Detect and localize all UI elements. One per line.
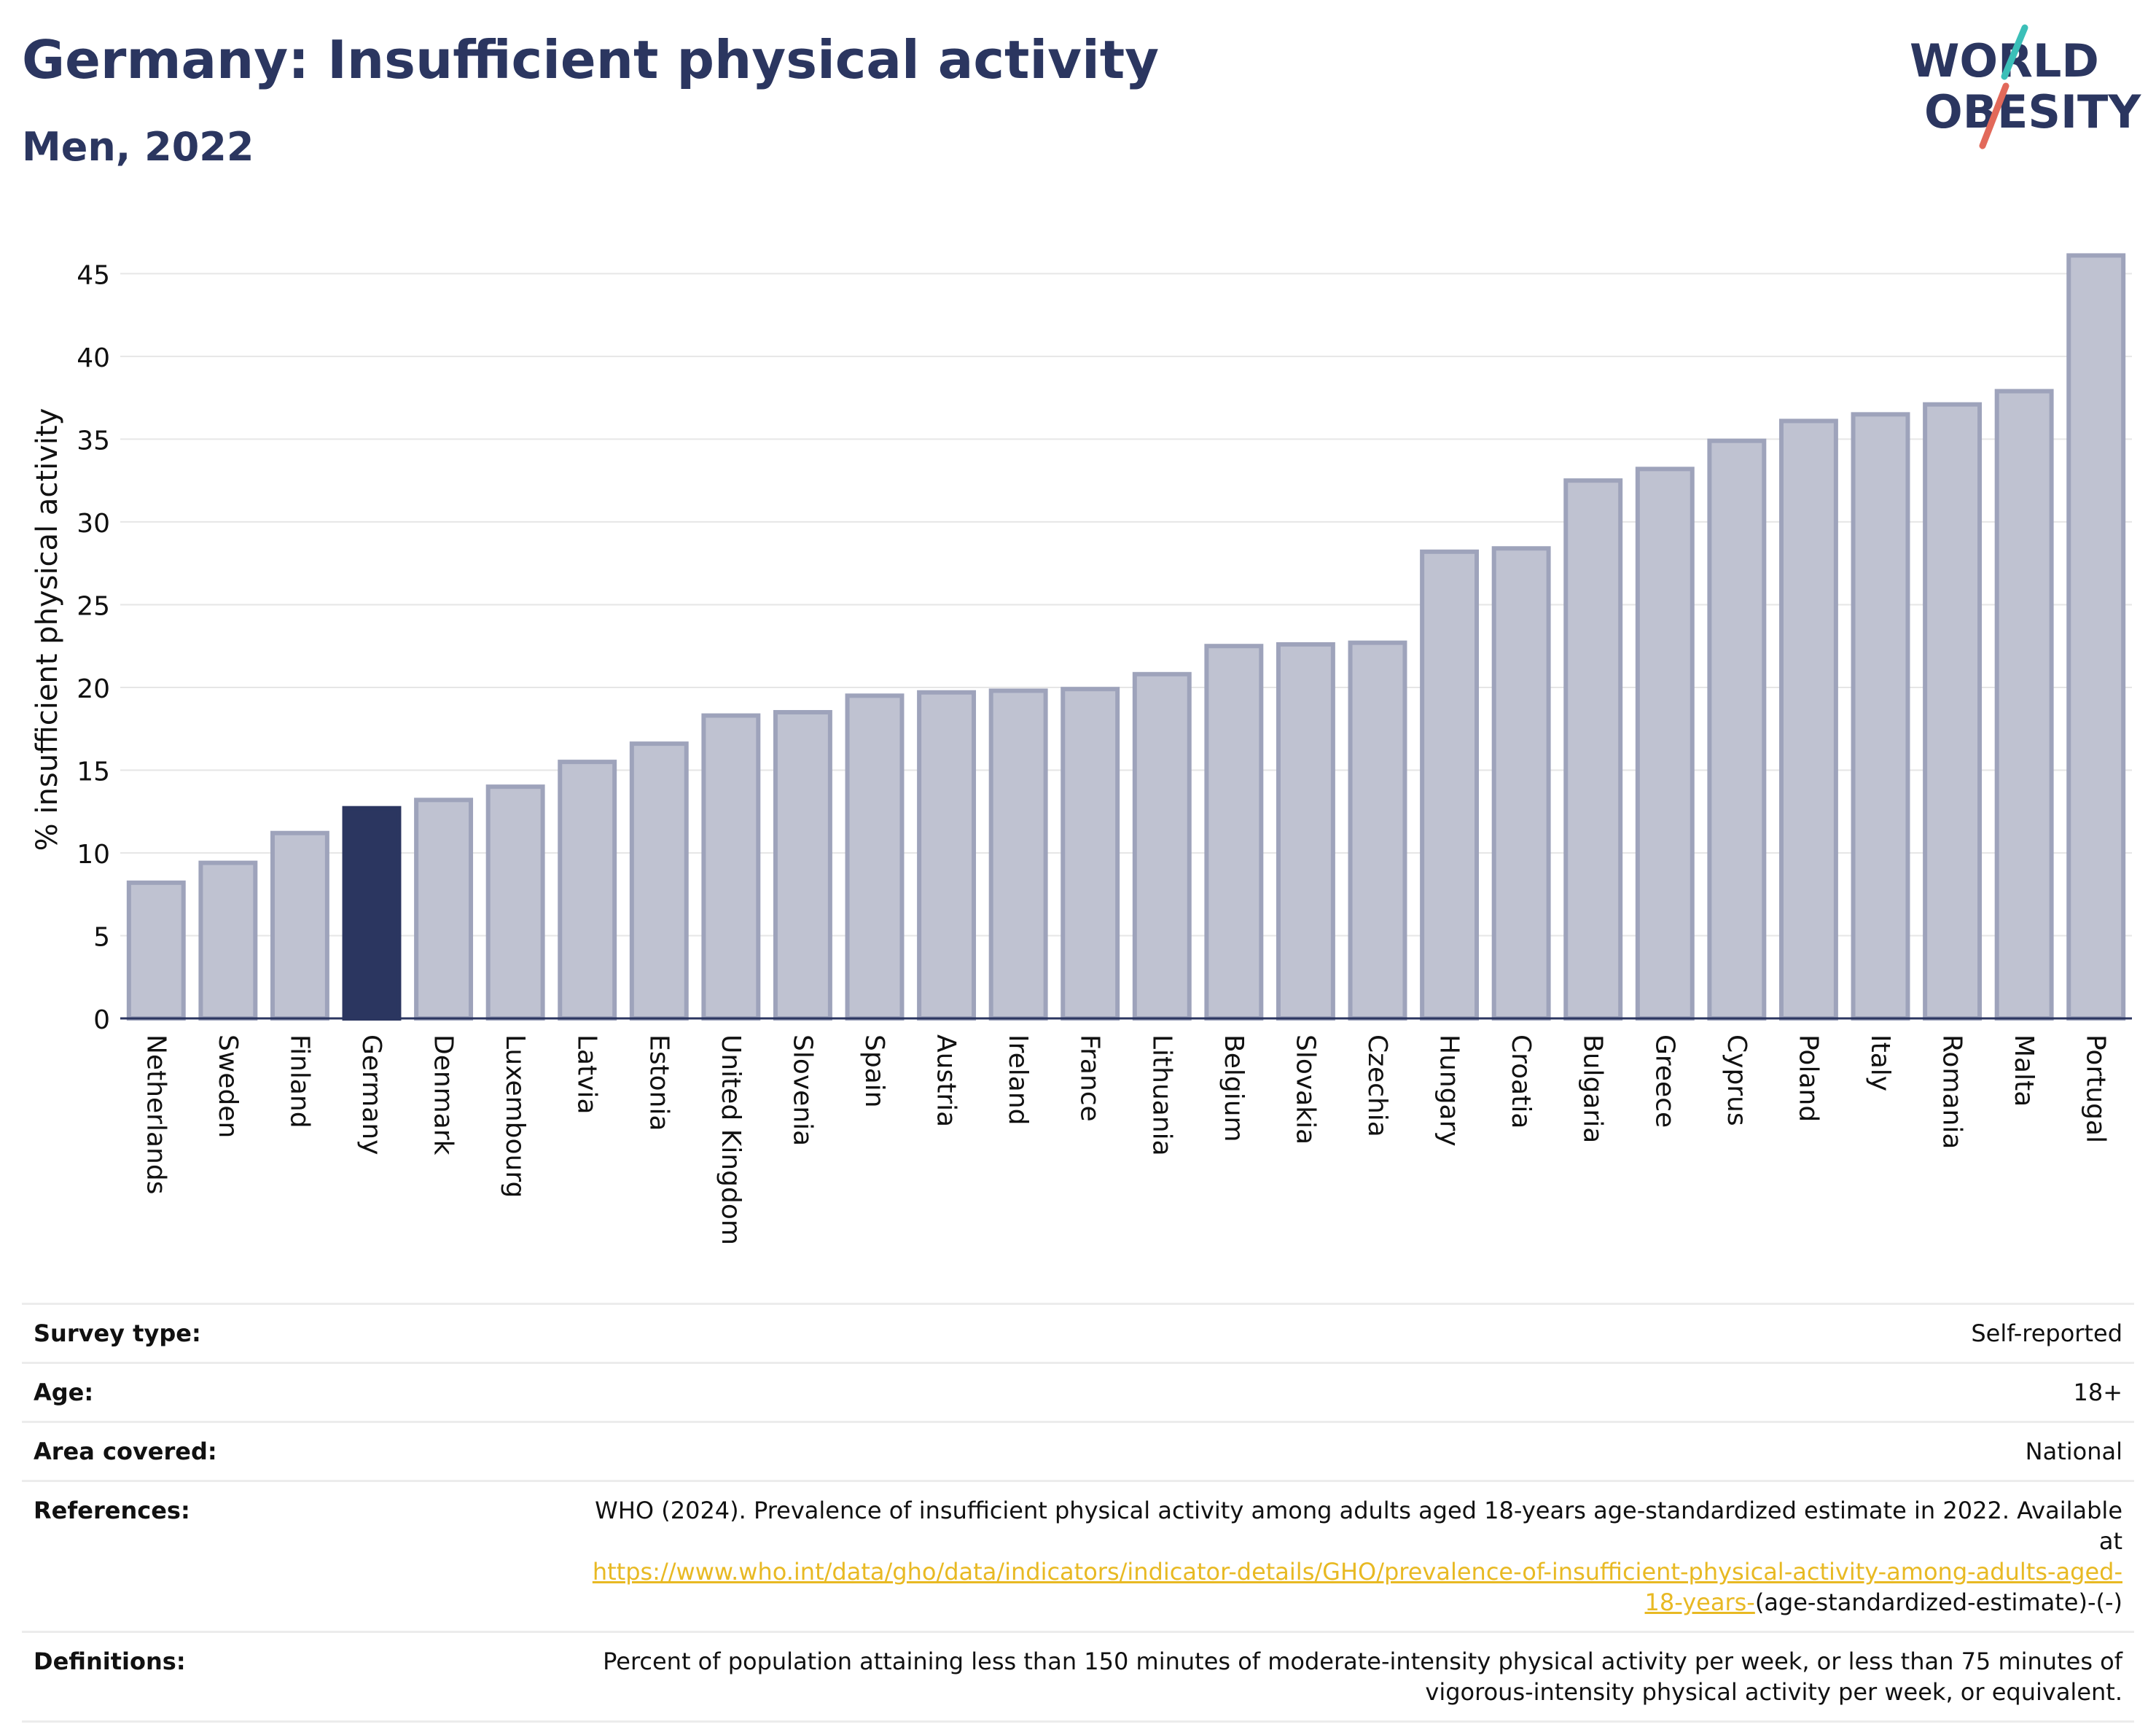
bar-lithuania — [1132, 671, 1192, 1021]
references-link[interactable]: https://www.who.int/data/gho/data/indica… — [592, 1558, 2122, 1616]
bar-bulgaria — [1563, 478, 1623, 1021]
bar-malta — [1994, 389, 2054, 1021]
world-obesity-logo: WORLD OBESITY — [1910, 24, 2141, 149]
bar-luxembourg — [485, 784, 545, 1021]
survey-type-label: Survey type: — [22, 1303, 555, 1363]
x-tick-label: Slovenia — [787, 1034, 817, 1146]
y-axis-label: % insufficient physical activity — [31, 408, 64, 851]
area-covered-row: Area covered: National — [22, 1421, 2134, 1481]
page-subtitle: Men, 2022 — [22, 124, 254, 170]
bar-portugal — [2066, 253, 2126, 1021]
x-tick-label: Luxembourg — [500, 1034, 530, 1198]
x-tick-label: Bulgaria — [1578, 1034, 1608, 1143]
x-tick-label: Poland — [1793, 1034, 1823, 1122]
y-tick-label: 5 — [93, 922, 110, 952]
bar-czechia — [1348, 640, 1407, 1021]
references-value: WHO (2024). Prevalence of insufficient p… — [555, 1480, 2134, 1632]
y-tick-label: 15 — [77, 757, 110, 787]
logo-slash-red — [1979, 82, 2009, 149]
x-tick-label: Slovakia — [1290, 1034, 1320, 1145]
x-tick-label: United Kingdom — [716, 1034, 746, 1245]
definitions-label: Definitions: — [22, 1631, 555, 1723]
area-covered-label: Area covered: — [22, 1421, 555, 1481]
y-tick-label: 10 — [77, 840, 110, 870]
bar-italy — [1851, 412, 1910, 1021]
bar-hungary — [1420, 549, 1480, 1021]
bar-greece — [1635, 467, 1695, 1021]
definitions-value: Percent of population attaining less tha… — [555, 1631, 2134, 1723]
x-tick-label: Denmark — [429, 1034, 458, 1155]
y-tick-label: 25 — [77, 591, 110, 621]
survey-type-value: Self-reported — [555, 1303, 2134, 1363]
y-axis-ticks: 0 5 10 15 20 25 30 35 40 45 — [77, 260, 110, 1035]
bar-chart: 0 5 10 15 20 25 30 35 40 45 Netherlands Sweden Finl… — [31, 253, 2132, 1245]
y-tick-label: 40 — [77, 343, 110, 373]
y-tick-label: 35 — [77, 426, 110, 456]
definitions-row: Definitions: Percent of population attai… — [22, 1631, 2134, 1723]
x-tick-label: Romania — [1937, 1034, 1967, 1149]
age-label: Age: — [22, 1362, 555, 1422]
x-tick-label: Spain — [859, 1034, 889, 1108]
bar-germany — [342, 806, 402, 1021]
logo-line-2: OBESITY — [1924, 85, 2141, 139]
x-tick-label: Portugal — [2081, 1034, 2111, 1143]
bar-latvia — [558, 760, 617, 1021]
x-axis-ticks: Netherlands Sweden Finland Germany Denmark Lu… — [141, 1034, 2110, 1245]
y-tick-label: 0 — [93, 1005, 110, 1035]
references-row: References: WHO (2024). Prevalence of in… — [22, 1480, 2134, 1632]
bar-spain — [845, 693, 905, 1021]
bar-slovenia — [773, 710, 832, 1021]
x-tick-label: Latvia — [572, 1034, 602, 1115]
bar-netherlands — [126, 880, 186, 1021]
x-tick-label: Netherlands — [141, 1034, 171, 1194]
x-tick-label: Czechia — [1362, 1034, 1392, 1137]
bar-ireland — [988, 688, 1048, 1021]
logo-slash-teal — [2001, 24, 2028, 80]
bar-estonia — [629, 741, 689, 1021]
bar-finland — [270, 830, 329, 1021]
x-tick-label: Estonia — [644, 1034, 673, 1131]
x-tick-label: Germany — [356, 1034, 386, 1155]
bar-sweden — [198, 860, 258, 1021]
bar-austria — [917, 690, 977, 1021]
area-covered-value: National — [555, 1421, 2134, 1481]
x-tick-label: Italy — [1865, 1034, 1895, 1091]
y-tick-label: 20 — [77, 674, 110, 704]
bar-croatia — [1491, 546, 1551, 1021]
x-tick-label: Hungary — [1434, 1034, 1464, 1147]
x-tick-label: Belgium — [1219, 1034, 1249, 1142]
x-tick-label: Cyprus — [1722, 1034, 1751, 1126]
x-tick-label: Sweden — [213, 1034, 243, 1138]
bar-france — [1061, 687, 1120, 1021]
references-suffix: (age-standardized-estimate)-(-) — [1754, 1588, 2122, 1616]
x-tick-label: France — [1075, 1034, 1105, 1122]
age-row: Age: 18+ — [22, 1362, 2134, 1422]
bar-slovakia — [1276, 642, 1335, 1021]
bar-denmark — [414, 798, 474, 1021]
bar-united-kingdom — [701, 713, 761, 1021]
bar-cyprus — [1707, 438, 1767, 1021]
metadata-table: Survey type: Self-reported Age: 18+ Area… — [22, 1303, 2134, 1723]
x-tick-label: Greece — [1649, 1034, 1679, 1128]
age-value: 18+ — [555, 1362, 2134, 1422]
page-title: Germany: Insufficient physical activity — [22, 29, 1160, 90]
x-tick-label: Finland — [284, 1034, 314, 1128]
references-text: WHO (2024). Prevalence of insufficient p… — [595, 1497, 2122, 1555]
survey-type-row: Survey type: Self-reported — [22, 1303, 2134, 1363]
references-label: References: — [22, 1480, 555, 1632]
bars — [126, 253, 2126, 1021]
bar-romania — [1923, 402, 1983, 1021]
x-tick-label: Croatia — [1506, 1034, 1536, 1128]
x-tick-label: Malta — [2009, 1034, 2039, 1107]
x-tick-label: Ireland — [1003, 1034, 1033, 1126]
bar-poland — [1778, 418, 1838, 1021]
x-tick-label: Austria — [931, 1034, 961, 1127]
y-tick-label: 45 — [77, 260, 110, 290]
bar-belgium — [1204, 644, 1264, 1021]
x-tick-label: Lithuania — [1147, 1034, 1176, 1156]
y-tick-label: 30 — [77, 509, 110, 539]
